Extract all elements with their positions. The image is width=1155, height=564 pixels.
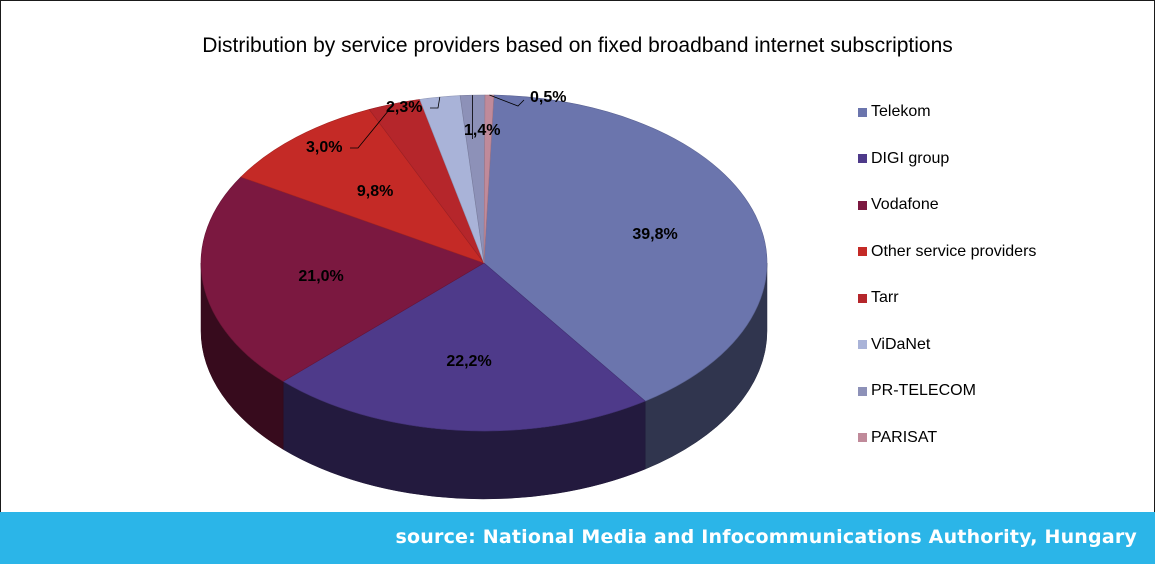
legend-swatch-parisat <box>858 433 867 442</box>
legend-swatch-other-service-providers <box>858 247 867 256</box>
legend-item-digi-group: DIGI group <box>858 147 949 171</box>
legend-label-telekom: Telekom <box>871 103 931 120</box>
legend-label-pr-telecom: PR-TELECOM <box>871 382 976 399</box>
pie-slice-vodafone <box>200 176 485 382</box>
legend-swatch-tarr <box>858 293 867 303</box>
legend-swatch-digi-group <box>858 154 867 163</box>
pie-slice-digi-group <box>282 262 646 432</box>
data-label-tarr: 3,0% <box>306 139 342 156</box>
leader-line-tarr <box>350 103 395 149</box>
legend-label-digi-group: DIGI group <box>871 149 950 167</box>
pie-chart: 39,8% 22,2% 21,0% 9,8% 3,0% 2,3% 1,4% 0,5% <box>200 89 768 500</box>
chart-title: Distribution by service providers based … <box>202 34 953 57</box>
legend-swatch-vodafone <box>858 200 867 210</box>
data-label-vidanet: 2,3% <box>386 99 422 116</box>
pie-labels: 39,8% 22,2% 21,0% 9,8% 3,0% 2,3% 1,4% 0,5% <box>298 89 677 370</box>
legend-swatch-vidanet <box>858 340 867 349</box>
legend-item-other-service-providers: Other service providers <box>858 240 1036 264</box>
data-label-other-service-providers: 9,8% <box>357 183 393 200</box>
leader-line-parisat <box>489 94 525 107</box>
legend-item-parisat: PARISAT <box>858 426 937 450</box>
legend-item-pr-telecom: PR-TELECOM <box>858 379 976 403</box>
legend-label-vidanet: ViDaNet <box>871 335 931 353</box>
data-label-parisat: 0,5% <box>530 89 566 106</box>
legend-label-other-service-providers: Other service providers <box>871 242 1037 260</box>
legend-item-telekom: Telekom <box>858 100 931 124</box>
pie-top <box>200 94 768 432</box>
data-label-pr-telecom: 1,4% <box>464 122 500 139</box>
data-label-telekom: 39,8% <box>632 226 677 243</box>
source-banner: source: National Media and Infocommunica… <box>0 512 1155 564</box>
legend-label-vodafone: Vodafone <box>871 196 939 213</box>
legend-item-vidanet: ViDaNet <box>858 333 930 357</box>
legend-label-parisat: PARISAT <box>871 428 938 446</box>
legend-item-tarr: Tarr <box>858 286 899 310</box>
legend-swatch-telekom <box>858 107 867 117</box>
legend-label-tarr: Tarr <box>871 289 899 306</box>
pie-slice-other-service-providers <box>240 109 485 264</box>
leader-line-vidanet <box>430 96 441 109</box>
legend-item-vodafone: Vodafone <box>858 193 939 217</box>
pie-slice-telekom <box>483 94 768 402</box>
data-label-vodafone: 21,0% <box>298 268 343 285</box>
data-label-digi-group: 22,2% <box>446 353 491 370</box>
source-text: source: National Media and Infocommunica… <box>395 526 1137 548</box>
legend-swatch-pr-telecom <box>858 386 867 396</box>
